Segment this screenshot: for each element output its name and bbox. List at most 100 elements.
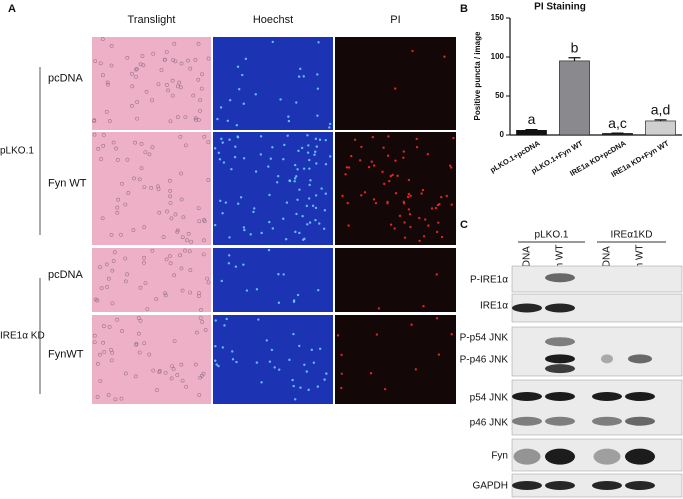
cell-dot xyxy=(418,239,421,243)
cell-dot xyxy=(437,221,440,224)
cell-dot xyxy=(227,254,231,257)
cell-dot xyxy=(414,368,418,371)
cell-dot xyxy=(360,194,363,197)
cell-dot xyxy=(142,255,147,260)
column-header: PI xyxy=(390,14,400,26)
cell-dot xyxy=(298,231,301,235)
cell-dot xyxy=(135,100,139,104)
cell-dot xyxy=(307,197,311,200)
cell-dot xyxy=(279,98,282,101)
cell-dot xyxy=(340,386,343,390)
lane-label: pcDNA xyxy=(522,246,533,278)
significance-label: a,d xyxy=(651,101,670,117)
bar xyxy=(602,133,633,136)
cell-dot xyxy=(126,191,131,195)
cell-dot xyxy=(383,182,386,186)
cell-dot xyxy=(136,331,141,336)
cell-dot xyxy=(156,184,160,189)
cell-dot xyxy=(186,231,191,236)
cell-dot xyxy=(142,341,147,346)
row-label: Fyn WT xyxy=(48,177,87,189)
cell-dot xyxy=(242,102,245,105)
cell-dot xyxy=(398,214,402,218)
group-label: pLKO.1 xyxy=(0,146,34,157)
cell-dot xyxy=(336,334,340,337)
cell-dot xyxy=(221,346,225,349)
cell-dot xyxy=(193,116,198,121)
cell-dot xyxy=(218,158,222,161)
cell-dot xyxy=(436,203,440,207)
cell-dot xyxy=(318,138,322,141)
cell-dot xyxy=(302,167,306,170)
cell-dot xyxy=(179,266,184,271)
cell-dot xyxy=(299,386,302,389)
cell-dot xyxy=(173,212,178,217)
blot-label: Fyn xyxy=(491,451,508,462)
cell-dot xyxy=(109,232,114,237)
cell-dot xyxy=(169,216,174,221)
cell-dot xyxy=(394,87,397,90)
protein-band xyxy=(625,448,655,465)
cell-dot xyxy=(184,238,189,243)
cell-dot xyxy=(237,202,240,205)
cell-dot xyxy=(407,208,411,211)
cell-dot xyxy=(282,273,285,276)
protein-band xyxy=(513,448,541,465)
cell-dot xyxy=(180,378,185,383)
cell-dot xyxy=(201,217,206,222)
cell-dot xyxy=(296,293,300,297)
cell-dot xyxy=(287,119,291,123)
cell-dot xyxy=(231,358,235,361)
error-bar xyxy=(654,119,667,121)
cell-dot xyxy=(255,361,259,364)
cell-dot xyxy=(170,364,175,369)
cell-dot xyxy=(260,231,263,235)
cell-dot xyxy=(234,145,237,148)
cell-dot xyxy=(138,285,143,290)
cell-dot xyxy=(233,155,237,159)
cell-dot xyxy=(292,300,296,303)
blot-label: P-IRE1α xyxy=(470,275,508,286)
y-tick-label: 150 xyxy=(491,13,505,22)
blot-label: P-p46 JNK xyxy=(460,355,509,366)
cell-dot xyxy=(178,85,183,90)
cell-dot xyxy=(104,262,109,267)
cell-dot xyxy=(411,49,414,53)
cell-dot xyxy=(163,370,168,375)
cell-dot xyxy=(177,80,182,85)
cell-dot xyxy=(134,74,138,79)
cell-dot xyxy=(283,143,286,147)
cell-dot xyxy=(133,374,138,379)
cell-dot xyxy=(301,214,304,218)
cell-dot xyxy=(344,173,347,176)
cell-dot xyxy=(306,151,310,154)
cell-dot xyxy=(105,285,110,289)
cell-dot xyxy=(199,307,203,312)
y-tick-label: 100 xyxy=(491,52,505,61)
protein-band xyxy=(601,354,613,364)
cell-dot xyxy=(241,73,244,77)
cell-dot xyxy=(100,37,105,42)
cell-dot xyxy=(95,395,100,399)
cell-dot xyxy=(265,339,268,342)
blot-label: GAPDH xyxy=(472,481,508,492)
cell-dot xyxy=(186,58,190,63)
group-label: pLKO.1 xyxy=(535,230,569,241)
cell-dot xyxy=(106,276,111,281)
cell-dot xyxy=(188,268,193,273)
cell-dot xyxy=(323,378,326,381)
cell-dot xyxy=(199,86,204,91)
cell-dot xyxy=(254,170,258,173)
cell-dot xyxy=(175,115,180,120)
micrograph xyxy=(92,315,211,404)
cell-dot xyxy=(150,145,155,150)
cell-dot xyxy=(203,328,208,332)
cell-dot xyxy=(450,203,453,206)
cell-dot xyxy=(422,304,425,308)
cell-dot xyxy=(238,88,241,91)
cell-dot xyxy=(407,192,411,196)
cell-dot xyxy=(168,119,173,124)
cell-dot xyxy=(123,256,128,261)
cell-dot xyxy=(452,136,455,140)
cell-dot xyxy=(291,378,294,382)
